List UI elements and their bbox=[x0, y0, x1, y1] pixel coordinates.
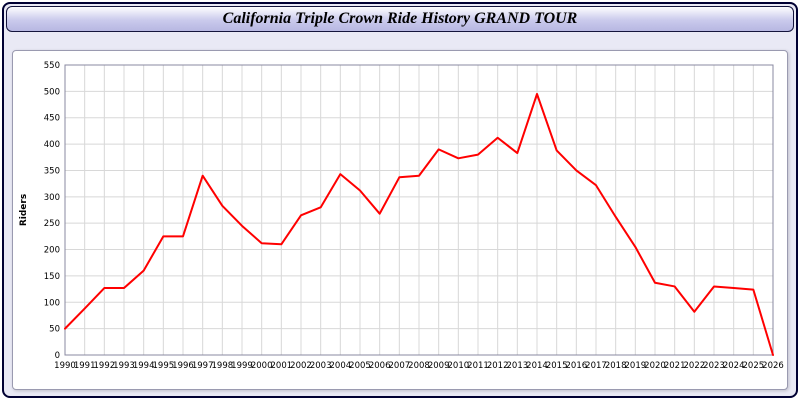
svg-text:2021: 2021 bbox=[664, 361, 686, 371]
chart-title: California Triple Crown Ride History GRA… bbox=[222, 10, 578, 27]
svg-text:2026: 2026 bbox=[762, 361, 784, 371]
svg-text:350: 350 bbox=[44, 166, 60, 176]
svg-text:2024: 2024 bbox=[723, 361, 745, 371]
svg-text:1999: 1999 bbox=[231, 361, 253, 371]
svg-text:2003: 2003 bbox=[310, 361, 332, 371]
svg-text:250: 250 bbox=[44, 219, 60, 229]
svg-text:2013: 2013 bbox=[507, 361, 529, 371]
svg-text:450: 450 bbox=[44, 114, 60, 124]
svg-text:2006: 2006 bbox=[369, 361, 391, 371]
svg-text:2011: 2011 bbox=[467, 361, 489, 371]
svg-text:2018: 2018 bbox=[605, 361, 627, 371]
svg-text:1991: 1991 bbox=[74, 361, 96, 371]
svg-text:550: 550 bbox=[44, 61, 60, 71]
svg-text:2008: 2008 bbox=[408, 361, 430, 371]
svg-text:300: 300 bbox=[44, 193, 60, 203]
svg-text:1994: 1994 bbox=[133, 361, 155, 371]
svg-text:200: 200 bbox=[44, 246, 60, 256]
svg-text:2010: 2010 bbox=[448, 361, 470, 371]
svg-text:2005: 2005 bbox=[349, 361, 371, 371]
svg-text:1996: 1996 bbox=[172, 361, 194, 371]
svg-text:1990: 1990 bbox=[54, 361, 76, 371]
svg-text:1992: 1992 bbox=[94, 361, 116, 371]
svg-text:2022: 2022 bbox=[684, 361, 706, 371]
svg-text:2025: 2025 bbox=[743, 361, 765, 371]
svg-text:400: 400 bbox=[44, 140, 60, 150]
svg-text:2007: 2007 bbox=[389, 361, 411, 371]
svg-text:50: 50 bbox=[49, 325, 60, 335]
svg-text:1998: 1998 bbox=[212, 361, 234, 371]
svg-text:2020: 2020 bbox=[644, 361, 666, 371]
svg-text:2016: 2016 bbox=[566, 361, 588, 371]
svg-text:2015: 2015 bbox=[546, 361, 568, 371]
chart-title-bar: California Triple Crown Ride History GRA… bbox=[6, 6, 794, 32]
svg-text:2019: 2019 bbox=[625, 361, 647, 371]
svg-text:2023: 2023 bbox=[703, 361, 725, 371]
svg-text:2001: 2001 bbox=[271, 361, 293, 371]
svg-text:2000: 2000 bbox=[251, 361, 273, 371]
svg-text:2009: 2009 bbox=[428, 361, 450, 371]
line-chart-canvas: 0501001502002503003504004505005501990199… bbox=[19, 61, 784, 371]
svg-text:2004: 2004 bbox=[330, 361, 352, 371]
svg-text:1997: 1997 bbox=[192, 361, 214, 371]
svg-text:2012: 2012 bbox=[487, 361, 509, 371]
svg-text:2014: 2014 bbox=[526, 361, 548, 371]
svg-text:2002: 2002 bbox=[290, 361, 312, 371]
svg-text:100: 100 bbox=[44, 298, 60, 308]
svg-text:1995: 1995 bbox=[153, 361, 175, 371]
svg-text:150: 150 bbox=[44, 272, 60, 282]
svg-text:500: 500 bbox=[44, 87, 60, 97]
svg-text:1993: 1993 bbox=[113, 361, 135, 371]
svg-text:2017: 2017 bbox=[585, 361, 607, 371]
svg-text:Riders: Riders bbox=[19, 194, 29, 226]
chart-container: 0 50 100 150 200 250 300 350 400 450 500 550 1990 199… bbox=[12, 50, 788, 390]
svg-text:0: 0 bbox=[55, 351, 60, 361]
